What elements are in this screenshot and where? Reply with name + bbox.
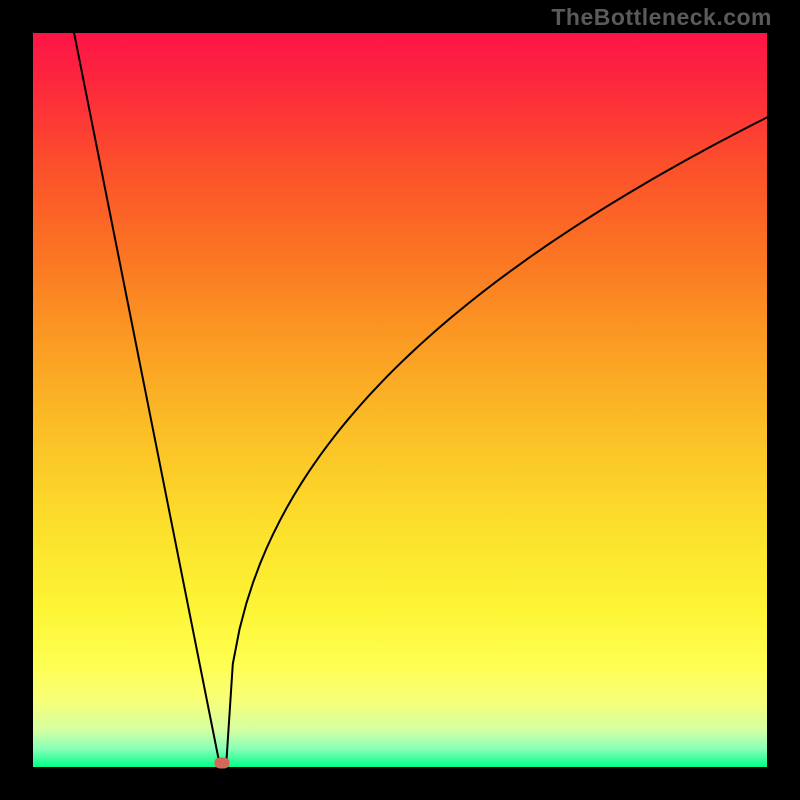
bottleneck-curve xyxy=(74,33,767,767)
watermark-text: TheBottleneck.com xyxy=(551,4,772,31)
minimum-marker xyxy=(215,758,230,769)
curve-layer xyxy=(0,0,800,800)
chart-container: TheBottleneck.com xyxy=(0,0,800,800)
